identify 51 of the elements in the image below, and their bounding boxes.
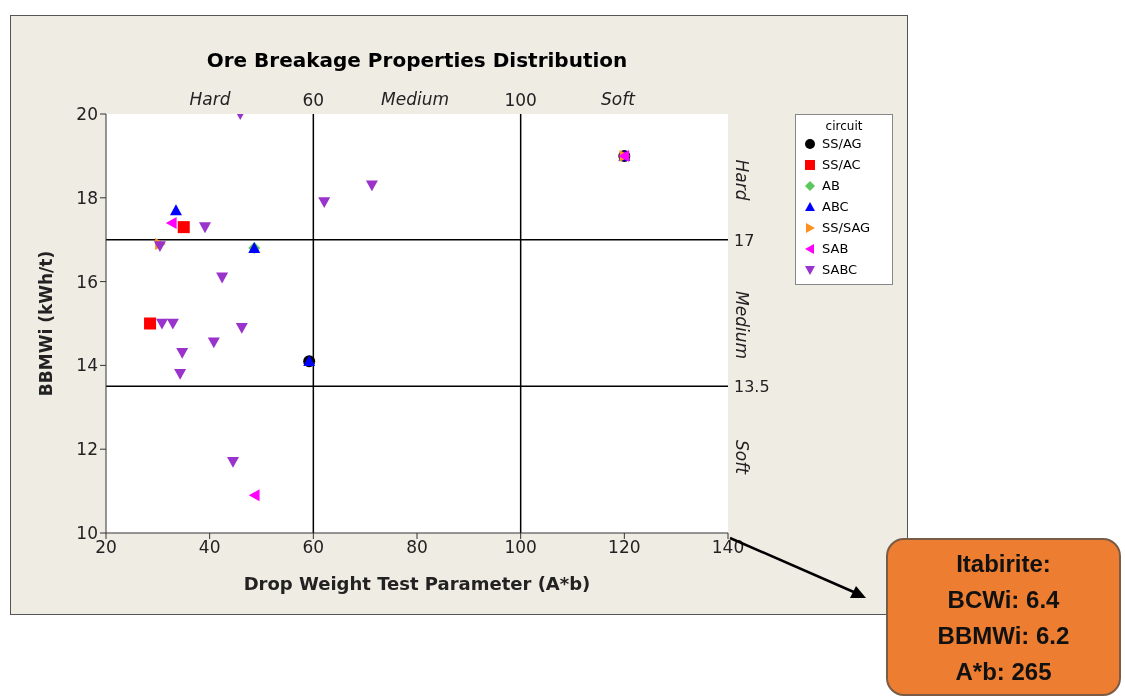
y-axis-title: BBMWi (kWh/t) xyxy=(36,250,57,397)
x-tick-label: 80 xyxy=(406,537,428,558)
x-tick-label: 20 xyxy=(95,537,117,558)
point xyxy=(365,180,378,192)
point xyxy=(318,197,331,208)
point xyxy=(199,222,211,234)
ref-line-label: 60 xyxy=(302,90,325,110)
point xyxy=(177,221,190,234)
legend-label: SS/AG xyxy=(822,136,862,151)
point xyxy=(226,456,239,468)
point xyxy=(248,489,260,502)
y-tick-label: 16 xyxy=(76,271,98,292)
point xyxy=(235,322,248,334)
point xyxy=(155,318,168,330)
legend-label: AB xyxy=(822,178,840,193)
point xyxy=(174,368,187,380)
y-tick-label: 18 xyxy=(76,187,98,208)
chart-title: Ore Breakage Properties Distribution xyxy=(205,48,629,72)
legend-label: SS/SAG xyxy=(822,220,871,235)
x-tick-label: 100 xyxy=(504,537,537,558)
x-tick-label: 60 xyxy=(302,537,325,558)
legend-label: SS/AC xyxy=(822,157,861,172)
ref-line-label: 17 xyxy=(734,230,755,250)
text: Itabirite: BCWi: 6.4 BBMWi: 6.2 A*b: 265 xyxy=(886,538,1121,696)
text: Soft xyxy=(600,88,637,111)
legend-label: SABC xyxy=(822,262,858,277)
text: Hard xyxy=(732,159,752,201)
point xyxy=(216,272,229,284)
point xyxy=(153,241,166,252)
y-tick-label: 14 xyxy=(76,355,98,376)
y-tick-label: 10 xyxy=(76,523,98,544)
point xyxy=(165,216,177,229)
x-tick-label: 120 xyxy=(608,537,641,558)
text: Medium xyxy=(380,88,450,111)
x-tick-label: 40 xyxy=(198,537,221,558)
y-tick-label: 20 xyxy=(76,104,98,125)
text: Soft xyxy=(731,439,753,477)
legend-title: circuit xyxy=(824,119,864,133)
x-axis-title: Drop Weight Test Parameter (A*b) xyxy=(243,573,591,594)
y-tick-label: 12 xyxy=(76,439,98,460)
point xyxy=(144,317,157,330)
legend-label: ABC xyxy=(822,199,849,214)
point xyxy=(207,337,220,349)
ref-line-label: 13.5 xyxy=(734,377,770,397)
text: Hard xyxy=(188,88,232,111)
point xyxy=(166,318,179,330)
legend-label: SAB xyxy=(822,241,849,256)
point xyxy=(176,348,189,359)
ref-line-label: 100 xyxy=(504,90,537,110)
text: Medium xyxy=(732,291,752,359)
point xyxy=(169,204,182,216)
